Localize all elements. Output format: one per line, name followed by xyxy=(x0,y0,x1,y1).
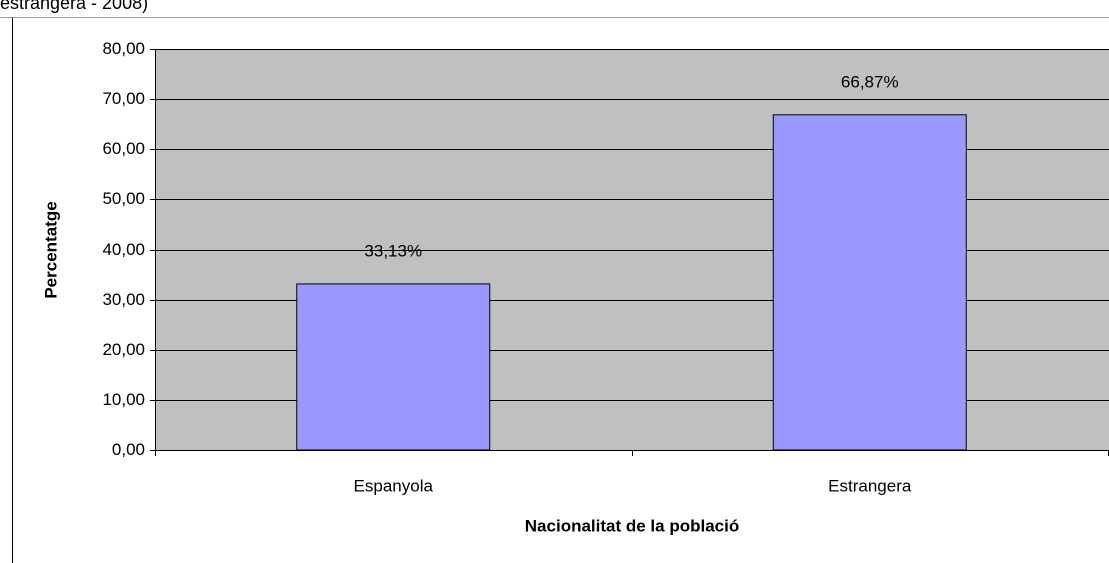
x-tick-label: Estrangera xyxy=(828,476,912,495)
y-tick-label: 70,00 xyxy=(102,89,145,108)
data-label: 66,87% xyxy=(841,72,899,91)
chart-title: estrangera - 2008) xyxy=(0,0,148,13)
y-tick-label: 60,00 xyxy=(102,139,145,158)
y-tick-label: 40,00 xyxy=(102,240,145,259)
y-tick-label: 0,00 xyxy=(112,440,145,459)
x-tick-label: Espanyola xyxy=(354,476,434,495)
bar xyxy=(772,114,967,451)
x-axis-title: Nacionalitat de la població xyxy=(525,516,739,535)
y-tick-label: 10,00 xyxy=(102,390,145,409)
y-tick-label: 20,00 xyxy=(102,340,145,359)
data-label: 33,13% xyxy=(364,241,422,260)
bar xyxy=(296,283,491,451)
y-tick-label: 80,00 xyxy=(102,39,145,58)
y-tick-label: 30,00 xyxy=(102,290,145,309)
y-tick-label: 50,00 xyxy=(102,189,145,208)
y-axis-title: Percentatge xyxy=(41,201,60,298)
